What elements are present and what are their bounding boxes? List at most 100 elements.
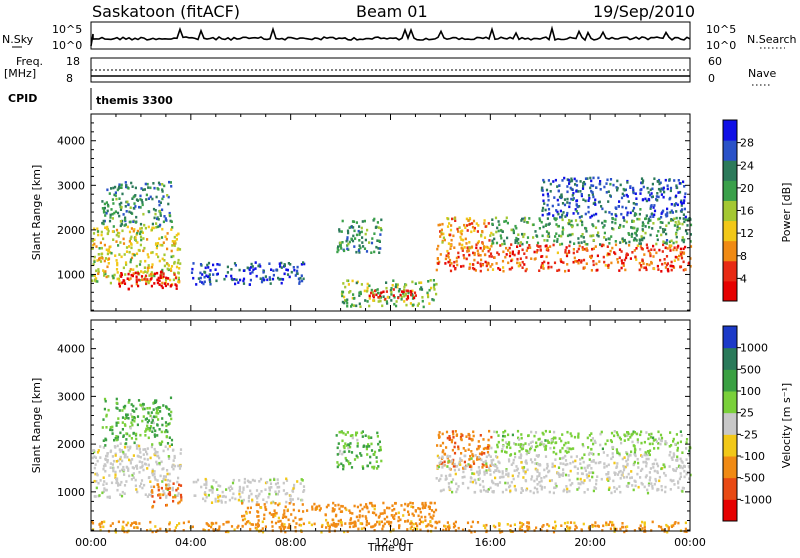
echo-cell bbox=[126, 530, 129, 534]
echo-cell bbox=[154, 243, 158, 246]
echo-cell bbox=[141, 402, 145, 406]
echo-cell bbox=[474, 454, 477, 457]
echo-cell bbox=[664, 474, 667, 477]
echo-cell bbox=[668, 465, 671, 468]
echo-cell bbox=[339, 449, 342, 453]
echo-cell bbox=[645, 464, 648, 468]
echo-cell bbox=[124, 261, 128, 264]
echo-cell bbox=[114, 185, 117, 189]
echo-cell bbox=[657, 442, 660, 445]
echo-cell bbox=[378, 522, 381, 526]
echo-cell bbox=[308, 521, 311, 524]
echo-cell bbox=[673, 217, 676, 221]
echo-cell bbox=[105, 488, 108, 492]
echo-cell bbox=[546, 247, 549, 251]
echo-cell bbox=[178, 483, 181, 487]
echo-cell bbox=[639, 192, 642, 195]
echo-cell bbox=[521, 528, 524, 532]
noise-panel-frame bbox=[90, 21, 691, 50]
echo-cell bbox=[390, 514, 393, 517]
echo-cell bbox=[106, 460, 109, 464]
echo-cell bbox=[130, 284, 133, 288]
echo-cell bbox=[425, 525, 428, 528]
echo-cell bbox=[636, 440, 639, 444]
echo-cell bbox=[554, 235, 557, 238]
echo-cell bbox=[605, 182, 608, 185]
echo-cell bbox=[527, 443, 531, 446]
echo-cell bbox=[523, 220, 526, 223]
echo-cell bbox=[294, 526, 297, 529]
echo-cell bbox=[154, 478, 157, 481]
echo-cell bbox=[103, 274, 106, 277]
echo-cell bbox=[270, 520, 274, 524]
echo-cell bbox=[573, 465, 576, 469]
echo-cell bbox=[609, 520, 612, 524]
echo-cell bbox=[107, 248, 111, 251]
echo-cell bbox=[506, 443, 509, 446]
echo-cell bbox=[356, 445, 359, 448]
echo-cell bbox=[565, 485, 568, 488]
echo-cell bbox=[134, 271, 137, 275]
echo-cell bbox=[156, 242, 160, 245]
echo-cell bbox=[150, 284, 153, 288]
echo-cell bbox=[104, 444, 107, 447]
echo-cell bbox=[420, 288, 424, 291]
echo-cell bbox=[503, 435, 507, 438]
echo-cell bbox=[654, 438, 657, 442]
echo-cell bbox=[125, 246, 129, 249]
echo-cell bbox=[428, 302, 431, 305]
echo-cell bbox=[135, 275, 138, 279]
echo-cell bbox=[356, 505, 359, 509]
echo-cell bbox=[107, 229, 110, 233]
echo-cell bbox=[442, 528, 445, 532]
echo-cell bbox=[494, 483, 497, 486]
echo-cell bbox=[562, 468, 565, 471]
echo-cell bbox=[94, 472, 97, 476]
echo-cell bbox=[454, 430, 457, 433]
echo-cell bbox=[292, 503, 295, 506]
echo-cell bbox=[467, 463, 470, 466]
echo-cell bbox=[106, 452, 109, 455]
echo-cell bbox=[581, 220, 584, 224]
echo-cell bbox=[689, 223, 693, 227]
echo-cell bbox=[490, 435, 493, 439]
echo-cell bbox=[146, 182, 149, 186]
echo-cell bbox=[481, 463, 484, 466]
echo-cell bbox=[463, 246, 466, 249]
echo-cell bbox=[620, 212, 623, 216]
echo-cell bbox=[553, 430, 556, 434]
echo-cell bbox=[640, 265, 643, 269]
echo-cell bbox=[467, 448, 470, 451]
echo-cell bbox=[479, 269, 482, 273]
echo-cell bbox=[672, 455, 675, 458]
echo-cell bbox=[293, 268, 296, 272]
echo-cell bbox=[564, 269, 567, 273]
echo-cell bbox=[669, 450, 672, 454]
echo-cell bbox=[276, 492, 279, 496]
echo-cell bbox=[366, 286, 369, 289]
echo-cell bbox=[598, 200, 601, 204]
echo-cell bbox=[546, 464, 549, 468]
echo-cell bbox=[216, 488, 219, 491]
echo-cell bbox=[479, 262, 482, 266]
echo-cell bbox=[211, 488, 214, 491]
echo-cell bbox=[395, 512, 398, 515]
echo-cell bbox=[212, 528, 215, 531]
echo-cell bbox=[148, 266, 151, 269]
echo-cell bbox=[527, 434, 530, 437]
echo-cell bbox=[138, 249, 141, 252]
echo-cell bbox=[207, 261, 211, 265]
echo-cell bbox=[577, 247, 580, 251]
echo-cell bbox=[468, 222, 471, 226]
echo-cell bbox=[493, 237, 496, 241]
echo-cell bbox=[118, 183, 121, 186]
echo-cell bbox=[362, 245, 365, 248]
echo-cell bbox=[677, 179, 680, 182]
echo-cell bbox=[587, 474, 590, 478]
echo-cell bbox=[152, 408, 155, 411]
echo-cell bbox=[340, 247, 343, 250]
echo-cell bbox=[93, 255, 96, 259]
echo-cell bbox=[472, 434, 475, 438]
echo-cell bbox=[676, 446, 679, 450]
echo-cell bbox=[516, 261, 519, 265]
